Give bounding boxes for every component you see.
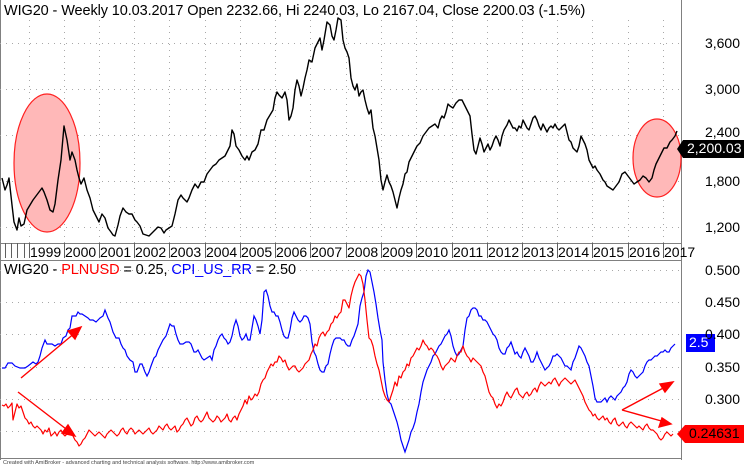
x-tick-2003: 2003 bbox=[170, 244, 202, 260]
x-tick-2007: 2007 bbox=[311, 244, 343, 260]
highlight-ellipse-1999 bbox=[13, 93, 81, 233]
x-tick-2004: 2004 bbox=[206, 244, 238, 260]
plnusd-last-value: 0.24631 bbox=[689, 425, 740, 441]
trend-arrows bbox=[17, 325, 675, 438]
y-tick-0350: 0.350 bbox=[704, 359, 740, 375]
y-tick-2400: 2,400 bbox=[704, 124, 740, 140]
x-tick-2002: 2002 bbox=[135, 244, 167, 260]
top-grid bbox=[0, 20, 681, 243]
x-tick-2006: 2006 bbox=[276, 244, 308, 260]
y-tick-0300: 0.300 bbox=[704, 391, 740, 407]
x-tick-2009: 2009 bbox=[382, 244, 414, 260]
y-tick-1800: 1,800 bbox=[704, 173, 740, 189]
x-tick-2015: 2015 bbox=[593, 244, 625, 260]
legend-cpi-name: CPI_US_RR bbox=[171, 262, 252, 278]
price-tag bbox=[677, 140, 744, 158]
x-tick-2005: 2005 bbox=[241, 244, 273, 260]
cpi-tag bbox=[686, 334, 715, 352]
x-tick-2008: 2008 bbox=[347, 244, 379, 260]
x-tick-1999: 1999 bbox=[30, 244, 62, 260]
legend-prefix: WIG20 - bbox=[4, 262, 62, 278]
footer-credit: Created with AmiBroker - advanced charti… bbox=[3, 460, 255, 466]
bottom-grid bbox=[0, 270, 681, 432]
last-price-label: 2,200.03 bbox=[687, 140, 742, 156]
cpi-us-rr-line bbox=[2, 268, 676, 454]
x-tick-2001: 2001 bbox=[100, 244, 132, 260]
x-tick-2011: 2011 bbox=[453, 244, 484, 260]
x-tick-2010: 2010 bbox=[417, 244, 449, 260]
x-tick-2016: 2016 bbox=[629, 244, 661, 260]
y-tick-3000: 3,000 bbox=[704, 81, 740, 97]
legend-plnusd-name: PLNUSD bbox=[61, 262, 120, 278]
legend-cpi-value: = 2.50 bbox=[251, 262, 296, 278]
y-tick-3600: 3,600 bbox=[704, 35, 740, 51]
x-tick-2017: 2017 bbox=[664, 244, 696, 260]
y-tick-0400: 0.400 bbox=[704, 326, 740, 342]
y-tick-1200: 1,200 bbox=[704, 219, 740, 235]
y-tick-0500: 0.500 bbox=[704, 262, 740, 278]
highlight-ellipse-2016 bbox=[632, 118, 682, 198]
cpi-last-value: 2.5 bbox=[689, 334, 709, 350]
x-axis-ticks bbox=[5, 243, 664, 258]
x-tick-2013: 2013 bbox=[523, 244, 555, 260]
plnusd-tag bbox=[677, 425, 744, 443]
x-tick-2000: 2000 bbox=[65, 244, 97, 260]
legend-plnusd-value: = 0.25, bbox=[119, 262, 172, 278]
bottom-panel-legend: WIG20 - PLNUSD = 0.25, CPI_US_RR = 2.50 bbox=[4, 262, 296, 278]
x-tick-2012: 2012 bbox=[488, 244, 520, 260]
plnusd-line bbox=[1, 273, 674, 447]
wig20-price-line bbox=[1, 17, 678, 237]
y-tick-0450: 0.450 bbox=[704, 294, 740, 310]
x-tick-2014: 2014 bbox=[558, 244, 590, 260]
top-panel-title: WIG20 - Weekly 10.03.2017 Open 2232.66, … bbox=[4, 3, 586, 19]
